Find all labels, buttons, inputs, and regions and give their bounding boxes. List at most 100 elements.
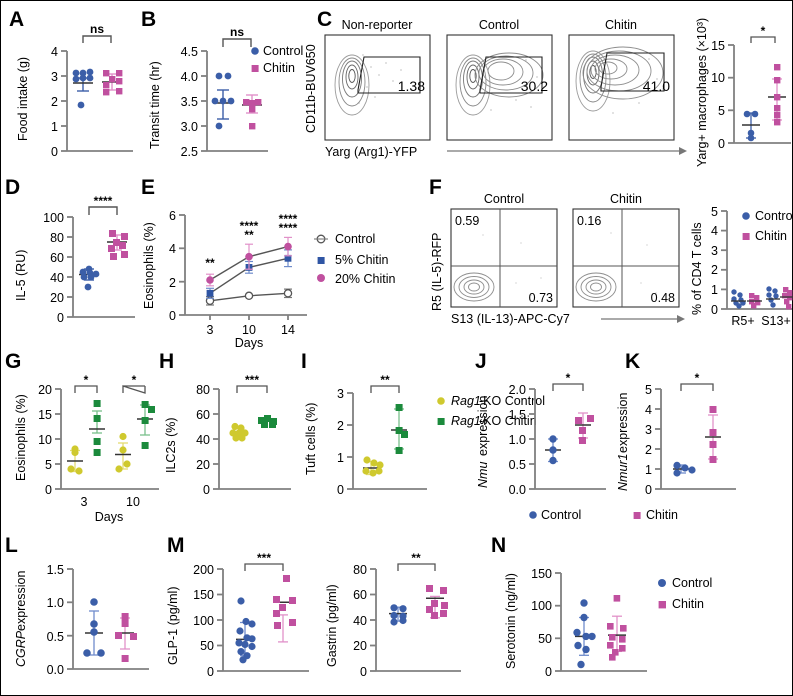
panel-m1-ytick-200: 200 bbox=[193, 563, 214, 577]
panel-g-xtick-10: 10 bbox=[126, 495, 140, 509]
panel-k-group-control bbox=[673, 461, 696, 477]
panel-k-ytick-3: 3 bbox=[645, 423, 652, 437]
panel-j-ytick-00: 0.0 bbox=[509, 483, 526, 497]
panel-f-legend: Control Chitin bbox=[742, 209, 793, 243]
panel-f-plot1-contour bbox=[453, 272, 495, 302]
panel-f-plot2-title: Chitin bbox=[610, 192, 642, 206]
panel-j-group-control bbox=[545, 435, 561, 465]
panel-m2-ytick-60: 60 bbox=[353, 588, 367, 602]
panel-g-ylabel: Eosinophils (%) bbox=[14, 394, 28, 481]
panel-e-xtick-14: 14 bbox=[281, 323, 295, 337]
panel-d-group-chitin bbox=[107, 230, 128, 260]
panel-e-xtick-3: 3 bbox=[207, 323, 214, 337]
panel-label-b: B bbox=[141, 8, 157, 31]
panel-g-xlabel: Days bbox=[95, 510, 123, 524]
panel-f-plot2-ul: 0.16 bbox=[577, 214, 601, 228]
panel-c-plot1-gate-value: 1.38 bbox=[398, 78, 425, 94]
panel-label-c: C bbox=[317, 8, 333, 31]
panel-i-legend2-rest: -KO Chitin bbox=[479, 414, 537, 428]
panel-e-xlabel: Days bbox=[235, 336, 263, 350]
panel-k-ytick-5: 5 bbox=[645, 383, 652, 397]
panel-f-xtick-s13: S13+ bbox=[761, 314, 791, 328]
panel-j-legend: Control bbox=[529, 508, 581, 522]
panel-a-group-chitin bbox=[102, 70, 123, 96]
panel-i-legend2-gene: Rag1 bbox=[451, 414, 481, 428]
panel-i-ylabel: Tuft cells (%) bbox=[304, 403, 318, 475]
panel-g-ytick-15: 15 bbox=[38, 408, 52, 422]
panel-g-ytick-10: 10 bbox=[38, 433, 52, 447]
panel-b-significance: ns bbox=[230, 25, 244, 39]
panel-h-ytick-80: 80 bbox=[196, 383, 210, 397]
panel-l-group-chitin bbox=[115, 613, 137, 662]
panel-f-summary-ylabel: % of CD4 T cells bbox=[690, 222, 704, 315]
panel-e-ytick-0: 0 bbox=[169, 309, 176, 323]
panel-h-ytick-20: 20 bbox=[196, 458, 210, 472]
legend-marker-5chitin-icon bbox=[317, 257, 325, 264]
panel-c-plot1-title: Non-reporter bbox=[342, 18, 413, 32]
panel-a: Food intake (g) 4 3 2 1 0 ns bbox=[11, 21, 141, 171]
panel-a-group-control bbox=[72, 68, 94, 109]
panel-m2-ylabel: Gastrin (pg/ml) bbox=[325, 584, 339, 667]
legend-marker-control-icon bbox=[658, 579, 666, 587]
panel-n-ytick-0: 0 bbox=[545, 665, 552, 679]
panel-c-xlabel: Yarg (Arg1)-YFP bbox=[325, 145, 417, 159]
panel-c-plot3-events bbox=[612, 58, 664, 114]
panel-b-ylabel: Transit time (hr) bbox=[148, 61, 162, 149]
panel-h-ylabel: ILC2s (%) bbox=[164, 417, 178, 473]
panel-f-ylabel: R5 (IL-5)-RFP bbox=[430, 233, 444, 311]
panel-f-s13-chitin bbox=[780, 287, 793, 310]
panel-a-ytick-1: 1 bbox=[51, 120, 58, 134]
panel-e-ytick-4: 4 bbox=[169, 242, 176, 256]
panel-f-r5-control bbox=[731, 289, 746, 309]
panel-g-ytick-0: 0 bbox=[45, 483, 52, 497]
panel-i-group-chitin bbox=[391, 404, 408, 454]
panel-h-significance: *** bbox=[245, 373, 259, 387]
panel-f-sum-ytick-0: 0 bbox=[711, 303, 718, 317]
panel-j-ytick-20: 2.0 bbox=[509, 383, 526, 397]
panel-j-legend-control: Control bbox=[541, 508, 581, 522]
panel-f-s13-control bbox=[766, 286, 780, 308]
panel-c-sum-ytick-10: 10 bbox=[711, 71, 725, 85]
panel-n-ylabel: Serotonin (ng/ml) bbox=[504, 573, 518, 669]
panel-e-legend-5chitin: 5% Chitin bbox=[335, 253, 389, 267]
panel-m2-group-chitin bbox=[426, 585, 448, 619]
panel-k: Nmur1 expression 5 4 3 2 1 0 * Chitin bbox=[611, 363, 793, 528]
panel-f-plot2-lr: 0.48 bbox=[651, 291, 675, 305]
panel-f-sum-ytick-1: 1 bbox=[711, 283, 718, 297]
panel-i-legend: Rag1 -KO Control Rag1 -KO Chitin bbox=[437, 394, 545, 428]
panel-m1-ytick-50: 50 bbox=[200, 639, 214, 653]
panel-h-group-chitin bbox=[258, 415, 277, 428]
panel-f-legend-control: Control bbox=[755, 209, 793, 223]
panel-label-j: J bbox=[475, 350, 487, 373]
panel-k-group-chitin bbox=[705, 406, 721, 463]
panel-m2-significance: ** bbox=[411, 551, 421, 565]
legend-marker-chitin-icon bbox=[633, 512, 641, 519]
panel-e-sig-day10-20: **** bbox=[240, 219, 259, 233]
panel-c-plot3-gate-value: 41.0 bbox=[643, 78, 670, 94]
panel-m2-ytick-40: 40 bbox=[353, 614, 367, 628]
panel-label-a: A bbox=[9, 8, 25, 31]
panel-f-r5-chitin bbox=[747, 293, 762, 309]
panel-m1-group-control bbox=[235, 597, 256, 664]
panel-h-ytick-0: 0 bbox=[203, 483, 210, 497]
panel-b-ytick-25: 2.5 bbox=[181, 145, 198, 159]
panel-g-day3-control bbox=[67, 445, 83, 475]
panel-b-legend: Control Chitin bbox=[249, 43, 323, 79]
legend-marker-chitin-icon bbox=[742, 233, 750, 240]
panel-k-legend-chitin: Chitin bbox=[646, 508, 678, 522]
panel-c-plot2-title: Control bbox=[479, 18, 519, 32]
legend-marker-chitin-icon bbox=[658, 601, 666, 609]
panel-f-sum-ytick-2: 2 bbox=[711, 263, 718, 277]
legend-marker-rag1-chitin-icon bbox=[437, 418, 445, 425]
panel-f-x-arrow-icon bbox=[677, 315, 685, 323]
legend-marker-control-icon bbox=[742, 212, 750, 220]
panel-a-ytick-3: 3 bbox=[51, 70, 58, 84]
panel-d-ytick-100: 100 bbox=[43, 211, 64, 225]
panel-m1-ytick-150: 150 bbox=[193, 588, 214, 602]
panel-label-i: I bbox=[301, 350, 307, 373]
panel-label-l: L bbox=[5, 534, 18, 557]
panel-e-legend-20chitin: 20% Chitin bbox=[335, 272, 395, 286]
panel-d-ytick-20: 20 bbox=[50, 291, 64, 305]
panel-j: Nmu expression 2.0 1.5 1.0 0.5 0.0 * Con… bbox=[471, 363, 611, 528]
panel-f: R5 (IL-5)-RFP Control 0.59 0.73 Chitin 0… bbox=[421, 183, 793, 345]
